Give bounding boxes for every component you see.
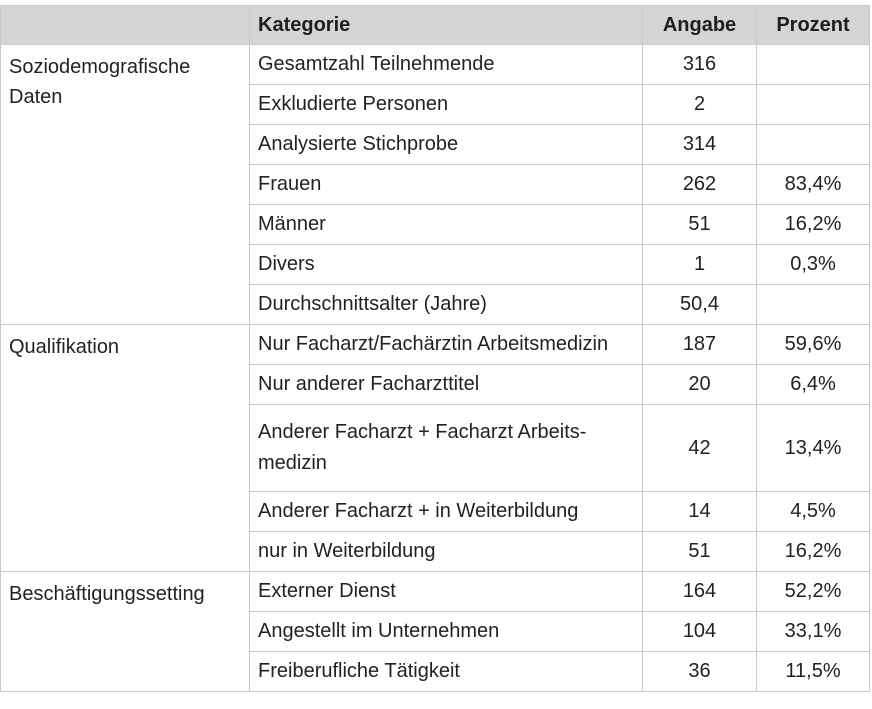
cell-prozent: 11,5% <box>756 651 870 692</box>
cell-angabe: 104 <box>642 611 757 652</box>
cell-kategorie: Anderer Facharzt + Facharzt Arbeits-medi… <box>249 404 643 492</box>
cell-angabe: 51 <box>642 531 757 572</box>
cell-angabe: 20 <box>642 364 757 405</box>
cell-kategorie: Freiberufliche Tätigkeit <box>249 651 643 692</box>
table-row: Qualifikation Nur Facharzt/Fachärztin Ar… <box>0 324 870 572</box>
header-angabe: Angabe <box>642 5 757 45</box>
cell-kategorie: Exkludierte Personen <box>249 84 643 125</box>
cell-prozent: 4,5% <box>756 491 870 532</box>
cell-kategorie: Externer Dienst <box>249 571 643 612</box>
cell-angabe: 14 <box>642 491 757 532</box>
cell-angabe: 50,4 <box>642 284 757 325</box>
table-row: Beschäftigungssetting Externer Dienst 16… <box>0 571 870 692</box>
group-label-beschaeftigung: Beschäftigungssetting <box>0 571 250 692</box>
cell-kategorie: Männer <box>249 204 643 245</box>
cell-prozent: 52,2% <box>756 571 870 612</box>
cell-angabe: 262 <box>642 164 757 205</box>
cell-prozent: 59,6% <box>756 324 870 365</box>
cell-kategorie: nur in Weiterbildung <box>249 531 643 572</box>
group-label-qualifikation: Qualifikation <box>0 324 250 572</box>
table-header-row: Kategorie Angabe Prozent <box>0 5 870 45</box>
cell-prozent: 0,3% <box>756 244 870 285</box>
cell-prozent <box>756 284 870 325</box>
table-row: Nur anderer Facharzttitel 20 6,4% <box>1 364 870 405</box>
group-label-soziodemografie: Soziodemografische Daten <box>0 44 250 325</box>
cell-angabe: 314 <box>642 124 757 165</box>
cell-prozent: 6,4% <box>756 364 870 405</box>
data-table: Kategorie Angabe Prozent Soziodemografis… <box>0 5 870 692</box>
cell-prozent <box>756 84 870 125</box>
cell-angabe: 164 <box>642 571 757 612</box>
table-row: Freiberufliche Tätigkeit 36 11,5% <box>1 651 870 692</box>
header-prozent: Prozent <box>756 5 870 45</box>
cell-prozent: 16,2% <box>756 531 870 572</box>
cell-angabe: 316 <box>642 44 757 85</box>
cell-angabe: 1 <box>642 244 757 285</box>
cell-kategorie: Gesamtzahl Teilnehmende <box>249 44 643 85</box>
cell-prozent <box>756 124 870 165</box>
cell-kategorie: Frauen <box>249 164 643 205</box>
cell-angabe: 51 <box>642 204 757 245</box>
cell-angabe: 187 <box>642 324 757 365</box>
cell-angabe: 2 <box>642 84 757 125</box>
table-row: Angestellt im Unternehmen 104 33,1% <box>1 611 870 652</box>
cell-kategorie: Nur Facharzt/Fachärztin Arbeitsmedizin <box>249 324 643 365</box>
header-group <box>0 5 250 45</box>
header-kategorie: Kategorie <box>249 5 643 45</box>
cell-angabe: 42 <box>642 404 757 492</box>
cell-kategorie: Anderer Facharzt + in Weiterbildung <box>249 491 643 532</box>
cell-prozent: 16,2% <box>756 204 870 245</box>
table-row: nur in Weiterbildung 51 16,2% <box>1 531 870 572</box>
table-row: Exkludierte Personen 2 <box>1 84 870 125</box>
table-row: Frauen 262 83,4% <box>1 164 870 205</box>
table-row: Durchschnittsalter (Jahre) 50,4 <box>1 284 870 325</box>
table-row: Anderer Facharzt + in Weiterbildung 14 4… <box>1 491 870 532</box>
cell-kategorie: Durchschnittsalter (Jahre) <box>249 284 643 325</box>
cell-angabe: 36 <box>642 651 757 692</box>
table-row: Analysierte Stichprobe 314 <box>1 124 870 165</box>
cell-kategorie: Angestellt im Unternehmen <box>249 611 643 652</box>
cell-prozent <box>756 44 870 85</box>
cell-prozent: 33,1% <box>756 611 870 652</box>
table-row: Soziodemografische Daten Gesamtzahl Teil… <box>0 44 870 325</box>
cell-prozent: 83,4% <box>756 164 870 205</box>
cell-prozent: 13,4% <box>756 404 870 492</box>
table-row: Männer 51 16,2% <box>1 204 870 245</box>
cell-kategorie: Analysierte Stichprobe <box>249 124 643 165</box>
cell-kategorie: Nur anderer Facharzttitel <box>249 364 643 405</box>
cell-kategorie: Divers <box>249 244 643 285</box>
